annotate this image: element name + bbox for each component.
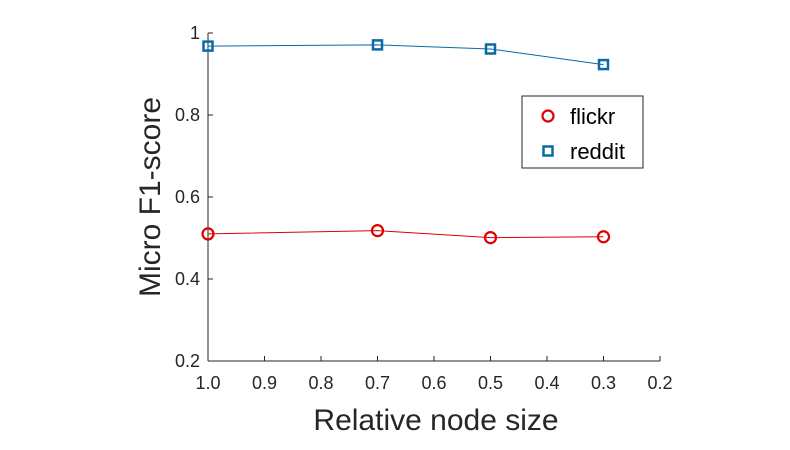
legend-label-flickr: flickr (570, 104, 615, 129)
series-reddit (202, 39, 610, 71)
legend-label-reddit: reddit (570, 139, 625, 164)
data-point-reddit (371, 39, 384, 51)
data-point-flickr (483, 230, 498, 245)
x-tick-label: 1.0 (195, 373, 220, 393)
data-point-reddit (202, 40, 214, 52)
data-point-flickr (201, 227, 215, 241)
series-line-flickr (207, 230, 604, 239)
y-tick-label: 0.2 (175, 351, 200, 371)
series-flickr (201, 224, 611, 245)
x-tick-label: 0.3 (591, 373, 616, 393)
data-point-reddit (484, 43, 497, 55)
legend-marker-reddit (542, 145, 554, 157)
legend-box (521, 95, 644, 169)
x-tick-label: 0.4 (534, 373, 559, 393)
y-tick-label: 1 (190, 23, 200, 43)
data-point-flickr (596, 230, 611, 244)
y-tick-label: 0.8 (175, 105, 200, 125)
series-group (201, 39, 611, 245)
axes: 1.0 0.9 0.8 0.7 0.6 0.5 0.4 0.3 0.2 0.2 0.4 0.6 0.8 1 (175, 23, 673, 393)
x-tick-label: 0.8 (308, 373, 333, 393)
x-tick-label: 0.7 (365, 373, 390, 393)
legend: flickr reddit (521, 95, 644, 169)
y-axis-label: Micro F1-score (134, 97, 167, 297)
y-tick-label: 0.6 (175, 187, 200, 207)
x-tick-label: 0.2 (647, 373, 672, 393)
series-line-reddit (207, 44, 604, 66)
legend-marker-flickr (541, 109, 555, 123)
data-point-flickr (370, 224, 385, 238)
x-axis-label: Relative node size (313, 404, 558, 437)
y-tick-label: 0.4 (175, 269, 200, 289)
x-tick-label: 0.9 (252, 373, 277, 393)
x-tick-label: 0.5 (478, 373, 503, 393)
x-tick-label: 0.6 (421, 373, 446, 393)
data-point-reddit (597, 58, 610, 71)
